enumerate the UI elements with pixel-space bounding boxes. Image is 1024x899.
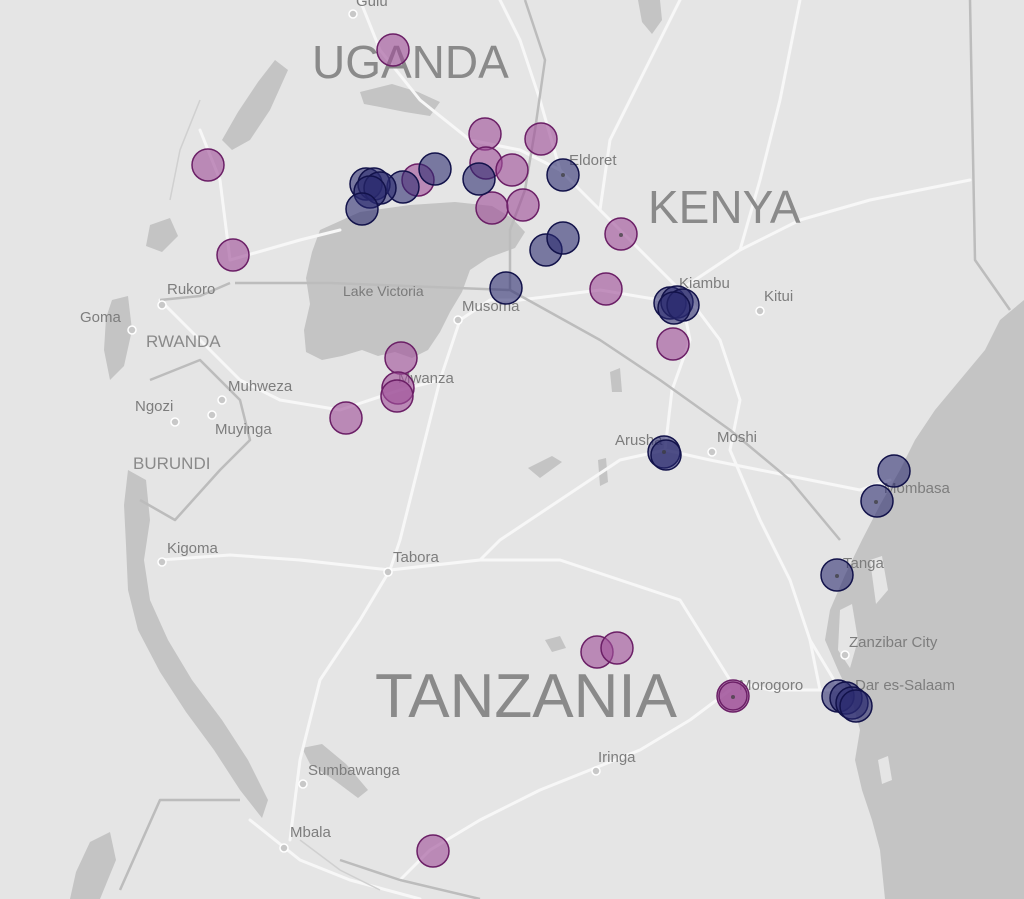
- map-marker[interactable]: [877, 454, 911, 488]
- country-label-burundi: BURUNDI: [133, 454, 210, 473]
- map-marker[interactable]: [600, 631, 634, 665]
- map-marker[interactable]: [495, 153, 529, 187]
- map-marker[interactable]: [489, 271, 523, 305]
- city-labels: Gulu Eldoret Kiambu Kitui Rukoro Goma Mu…: [80, 0, 955, 841]
- city-label-kigoma: Kigoma: [167, 540, 219, 557]
- map-marker[interactable]: [462, 162, 496, 196]
- country-borders: [118, 0, 1012, 899]
- map-marker[interactable]: [468, 117, 502, 151]
- map-marker[interactable]: [376, 33, 410, 67]
- country-label-kenya: KENYA: [648, 181, 801, 233]
- border-shadow: [169, 99, 381, 891]
- country-label-uganda: UGANDA: [312, 36, 509, 88]
- city-label-dar: Dar es-Salaam: [855, 677, 955, 694]
- map-marker[interactable]: [191, 148, 225, 182]
- map-marker[interactable]: [418, 152, 452, 186]
- country-label-tanzania: TANZANIA: [375, 662, 678, 731]
- map-marker[interactable]: [524, 122, 558, 156]
- city-label-moshi: Moshi: [717, 429, 757, 446]
- lake-malawi: [70, 832, 116, 899]
- lake-albert: [222, 60, 288, 150]
- lake-kivu: [104, 296, 132, 380]
- map-marker[interactable]: [656, 327, 690, 361]
- map-marker[interactable]: [657, 291, 691, 325]
- country-label-rwanda: RWANDA: [146, 332, 221, 351]
- city-label-ngozi: Ngozi: [135, 398, 173, 415]
- city-label-eldoret: Eldoret: [569, 152, 617, 169]
- lake-tanganyika: [124, 470, 268, 818]
- city-label-muhweza: Muhweza: [228, 378, 293, 395]
- city-label-kiambu: Kiambu: [679, 275, 730, 292]
- map-marker[interactable]: [546, 221, 580, 255]
- map-marker[interactable]: [650, 439, 682, 471]
- lake-kyoga: [360, 84, 440, 116]
- map-marker[interactable]: [589, 272, 623, 306]
- city-label-zanzibar: Zanzibar City: [849, 634, 938, 651]
- map-marker[interactable]: [384, 341, 418, 375]
- city-label-tabora: Tabora: [393, 549, 440, 566]
- map-marker[interactable]: [216, 238, 250, 272]
- map-marker[interactable]: [506, 188, 540, 222]
- city-label-sumbawanga: Sumbawanga: [308, 762, 400, 779]
- city-label-iringa: Iringa: [598, 749, 636, 766]
- map-marker[interactable]: [416, 834, 450, 868]
- lake-eyasi: [528, 456, 562, 478]
- city-label-tanga: Tanga: [843, 555, 885, 572]
- markers-navy[interactable]: [345, 152, 911, 723]
- markers-purple[interactable]: [191, 33, 750, 868]
- map-marker[interactable]: [345, 192, 379, 226]
- mafia-island: [878, 756, 892, 784]
- lake-rukwa: [302, 744, 368, 798]
- road-network: [158, 0, 972, 899]
- map-marker[interactable]: [380, 379, 414, 413]
- city-label-goma: Goma: [80, 309, 122, 326]
- city-label-muyinga: Muyinga: [215, 421, 272, 438]
- lake-turkana: [638, 0, 662, 34]
- city-label-mbala: Mbala: [290, 824, 332, 841]
- lake-edward: [146, 218, 178, 252]
- map-marker[interactable]: [839, 689, 873, 723]
- map-marker[interactable]: [329, 401, 363, 435]
- indian-ocean: [825, 300, 1024, 899]
- marker-center-dots: [561, 173, 878, 699]
- pemba-island: [870, 556, 888, 604]
- lake-victoria-shape: [304, 202, 525, 360]
- city-label-kitui: Kitui: [764, 288, 793, 305]
- city-label-gulu: Gulu: [356, 0, 388, 10]
- city-label-rukoro: Rukoro: [167, 281, 215, 298]
- city-label-morogoro: Morogoro: [739, 677, 803, 694]
- water-label-lake-victoria: Lake Victoria: [343, 283, 424, 299]
- lake-natron: [610, 368, 622, 392]
- lake-mtera: [545, 636, 566, 652]
- map-marker[interactable]: [475, 191, 509, 225]
- city-dots: [127, 9, 850, 853]
